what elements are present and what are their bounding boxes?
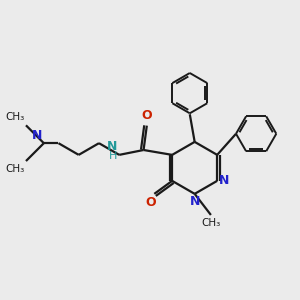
Text: N: N [219, 174, 229, 188]
Text: N: N [32, 129, 42, 142]
Text: N: N [190, 195, 200, 208]
Text: O: O [146, 196, 156, 209]
Text: CH₃: CH₃ [5, 112, 24, 122]
Text: CH₃: CH₃ [201, 218, 220, 228]
Text: N: N [107, 140, 118, 153]
Text: O: O [142, 109, 152, 122]
Text: H: H [109, 151, 118, 161]
Text: CH₃: CH₃ [5, 164, 24, 174]
